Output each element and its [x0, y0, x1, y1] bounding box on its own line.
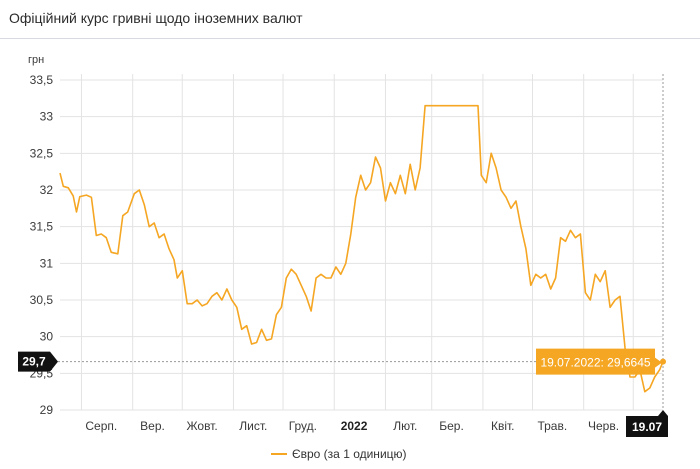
x-tick-label: Бер.: [439, 419, 464, 433]
x-tick-label: Квіт.: [491, 419, 515, 433]
x-tick-label: 2022: [341, 419, 368, 433]
y-axis-unit: грн: [28, 54, 44, 66]
tooltip-text: 19.07.2022: 29,6645: [540, 356, 650, 370]
y-tick-label: 32: [40, 183, 54, 197]
x-axis: Серп. Вер. Жовт. Лист. Груд. 2022 Лют. Бер. Квіт…: [85, 419, 665, 433]
y-tick-label: 33,5: [30, 73, 54, 87]
chart-header: Офіційний курс гривні щодо іноземних вал…: [0, 0, 700, 39]
y-tick-label: 31: [40, 256, 54, 270]
legend-label: Євро (за 1 одиницю): [292, 447, 407, 461]
x-value-flag: [626, 410, 668, 437]
crosshair: 29,7 19.07 19.07.2022: 29,6645: [18, 74, 668, 437]
x-tick-label: Жовт.: [186, 419, 217, 433]
grid: [60, 74, 663, 411]
y-value-flag-label: 29,7: [22, 355, 46, 369]
series-line-euro: [59, 104, 664, 393]
y-tick-label: 29: [40, 403, 54, 417]
y-value-flag: [18, 351, 58, 372]
y-tick-label: 30: [40, 330, 54, 344]
x-tick-label: Трав.: [537, 419, 567, 433]
y-tick-label: 33: [40, 110, 54, 124]
x-tick-label: Вер.: [140, 419, 165, 433]
legend[interactable]: Євро (за 1 одиницю): [271, 447, 407, 461]
x-tick-label: Лют.: [393, 419, 417, 433]
x-tick-label: Лист.: [239, 419, 267, 433]
chart-title: Офіційний курс гривні щодо іноземних вал…: [9, 10, 303, 26]
x-value-flag-label: 19.07: [632, 420, 662, 434]
y-tick-label: 31,5: [30, 220, 54, 234]
tooltip-callout: [536, 348, 662, 375]
y-tick-label: 30,5: [30, 293, 54, 307]
y-tick-label: 32,5: [30, 146, 54, 160]
crosshair-point: [660, 358, 666, 365]
series-layer: [59, 104, 664, 393]
x-tick-label: Серп.: [85, 419, 117, 433]
x-tick-label: Черв.: [588, 419, 619, 433]
x-tick-label: Груд.: [289, 419, 317, 433]
